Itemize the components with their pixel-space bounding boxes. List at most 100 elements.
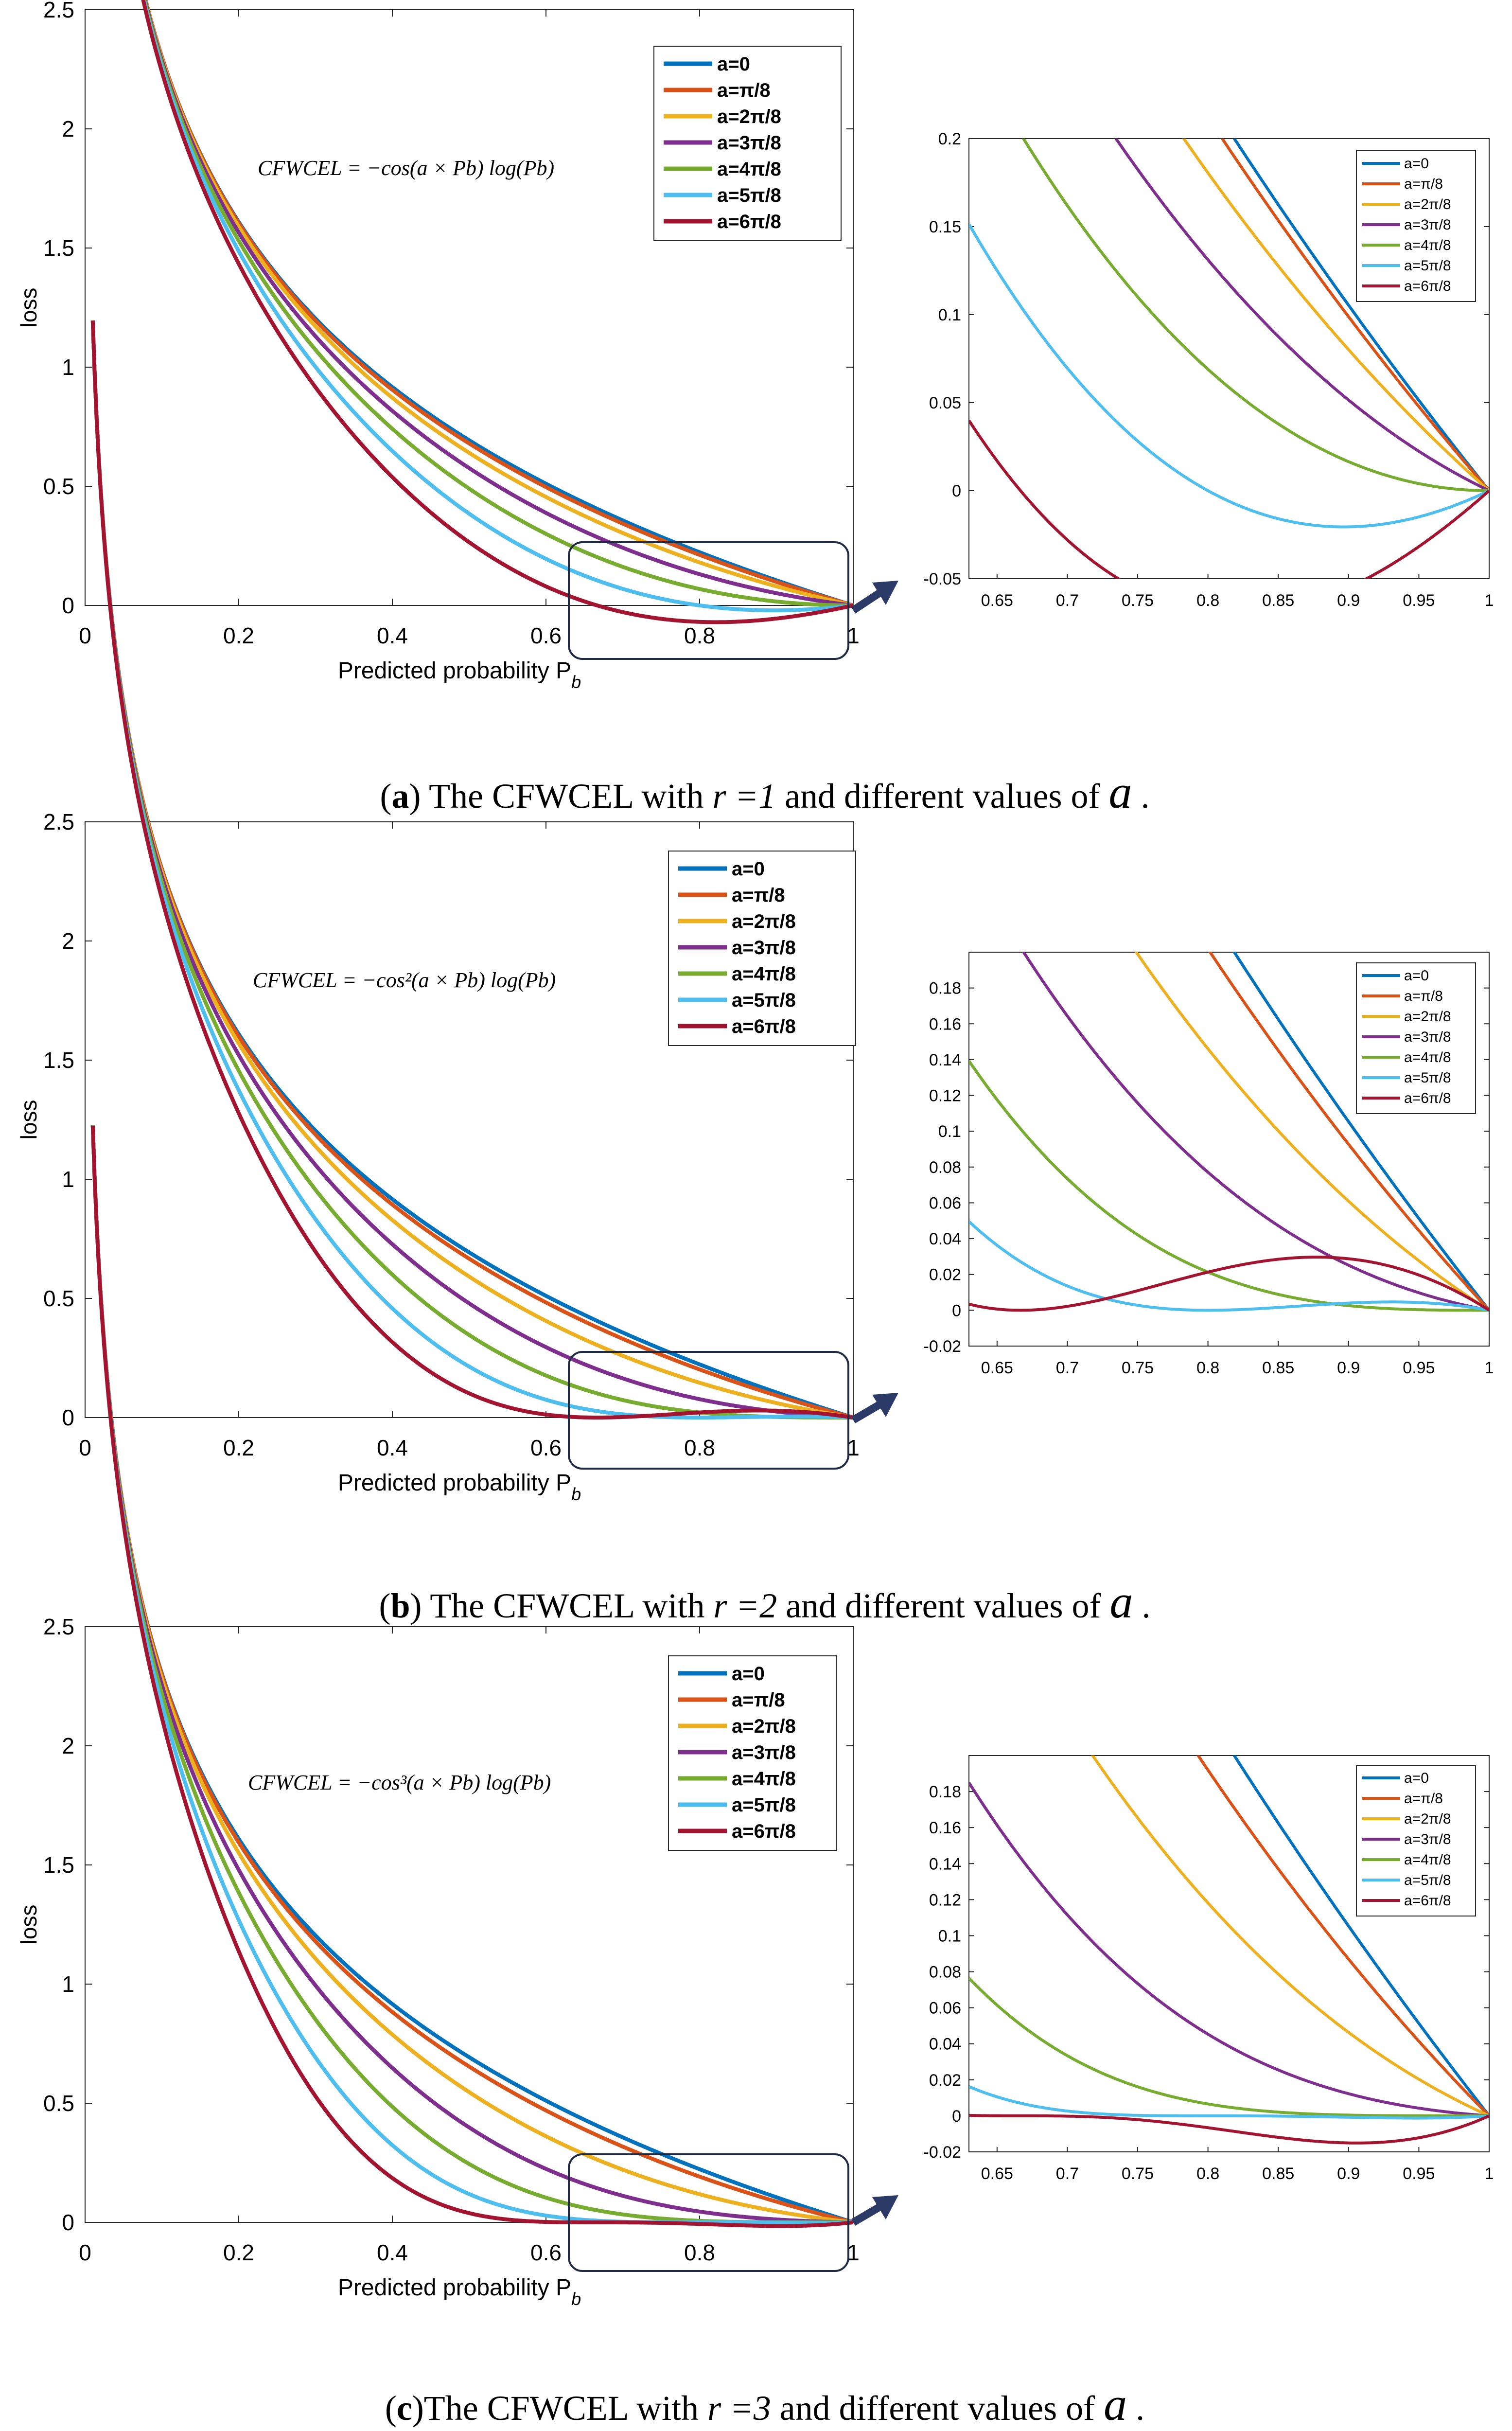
zoom-series-line xyxy=(969,1782,1489,2117)
main-ytick-label: 1 xyxy=(62,1971,74,1997)
zoom-legend-label: a=π/8 xyxy=(1404,1791,1443,1807)
main-xtick-label: 0 xyxy=(79,2240,91,2265)
main-legend-label: a=3π/8 xyxy=(717,132,781,154)
zoom-ytick-label: 0.06 xyxy=(929,1999,961,2018)
zoom-legend-label: a=6π/8 xyxy=(1404,278,1451,294)
main-ytick-label: 1.5 xyxy=(43,1852,74,1878)
main-ytick-label: 1.5 xyxy=(43,235,74,261)
zoom-series-line xyxy=(1220,139,1489,492)
zoom-legend-label: a=0 xyxy=(1404,968,1429,984)
zoom-ytick-label: 0.06 xyxy=(929,1194,961,1212)
zoom-ytick-label: 0.1 xyxy=(938,1122,961,1141)
zoom-ytick-label: 0.02 xyxy=(929,1266,961,1284)
main-series-line xyxy=(143,0,854,607)
zoom-series-line xyxy=(969,420,1489,579)
zoom-xtick-label: 0.85 xyxy=(1262,1359,1294,1377)
main-xlabel: Predicted probability Pb xyxy=(338,1470,581,1504)
zoom-ytick-label: -0.02 xyxy=(924,2143,962,2162)
zoom-region-box xyxy=(568,2153,849,2272)
zoom-xtick-label: 0.9 xyxy=(1337,591,1360,610)
zoom-xtick-label: 0.85 xyxy=(1262,2165,1294,2183)
zoom-legend-label: a=2π/8 xyxy=(1404,1009,1451,1025)
zoom-xtick-label: 1 xyxy=(1485,2165,1494,2183)
main-xlabel: Predicted probability Pb xyxy=(338,2275,581,2309)
zoom-xtick-label: 0.8 xyxy=(1196,591,1219,610)
zoom-legend-label: a=5π/8 xyxy=(1404,1872,1451,1888)
main-ylabel: loss xyxy=(16,288,41,328)
zoom-series-line xyxy=(969,223,1489,529)
zoom-series-line xyxy=(1021,952,1489,1312)
zoom-region-box xyxy=(568,541,849,660)
main-xtick-label: 0.6 xyxy=(530,2240,562,2265)
main-ylabel: loss xyxy=(16,1100,41,1140)
main-ytick-label: 0 xyxy=(62,1405,74,1430)
main-series-line xyxy=(90,1125,854,2224)
zoom-ytick-label: 0.15 xyxy=(929,218,961,236)
main-series-line xyxy=(90,320,854,1420)
main-xlabel-sub: b xyxy=(571,2289,581,2309)
main-series-line xyxy=(90,1125,854,2224)
zoom-legend-label: a=0 xyxy=(1404,156,1429,172)
zoom-legend-label: a=π/8 xyxy=(1404,988,1443,1004)
zoom-xtick-label: 0.9 xyxy=(1337,1359,1360,1377)
zoom-xtick-label: 0.95 xyxy=(1403,1359,1435,1377)
main-legend-label: a=2π/8 xyxy=(732,911,796,932)
zoom-series-line xyxy=(1021,139,1489,492)
zoom-xtick-label: 0.85 xyxy=(1262,591,1294,610)
main-ytick-label: 0 xyxy=(62,593,74,618)
main-series-line xyxy=(90,320,854,1420)
main-xtick-label: 0.2 xyxy=(223,1435,254,1460)
main-ytick-label: 1 xyxy=(62,1167,74,1192)
zoom-ytick-label: 0.12 xyxy=(929,1891,961,1909)
zoom-xtick-label: 0.7 xyxy=(1056,1359,1079,1377)
zoom-ytick-label: 0.12 xyxy=(929,1087,961,1105)
zoom-xtick-label: 0.75 xyxy=(1122,2165,1154,2183)
main-legend-label: a=3π/8 xyxy=(732,937,796,958)
zoom-ytick-label: -0.05 xyxy=(924,570,962,588)
zoom-legend-label: a=3π/8 xyxy=(1404,1029,1451,1045)
main-legend-label: a=π/8 xyxy=(717,80,771,101)
main-xtick-label: 0 xyxy=(79,1435,91,1460)
main-legend-label: a=6π/8 xyxy=(732,1821,796,1842)
zoom-ytick-label: 0.16 xyxy=(929,1015,961,1033)
zoom-arrow-head xyxy=(872,1393,898,1417)
main-series-line xyxy=(141,0,854,624)
zoom-series-line xyxy=(969,1977,1489,2117)
main-legend-label: a=2π/8 xyxy=(717,106,781,127)
zoom-series-line xyxy=(1232,1756,1489,2117)
zoom-ytick-label: 0.14 xyxy=(929,1051,961,1069)
zoom-legend-label: a=5π/8 xyxy=(1404,258,1451,274)
main-legend-label: a=3π/8 xyxy=(732,1742,796,1763)
zoom-xtick-label: 0.7 xyxy=(1056,591,1079,610)
main-legend-label: a=6π/8 xyxy=(732,1016,796,1037)
zoom-xtick-label: 0.75 xyxy=(1122,1359,1154,1377)
zoom-ytick-label: 0.08 xyxy=(929,1963,961,1982)
main-xtick-label: 0.4 xyxy=(377,1435,408,1460)
main-series-line xyxy=(143,0,854,607)
zoom-legend-label: a=4π/8 xyxy=(1404,1852,1451,1868)
main-legend-label: a=0 xyxy=(732,858,765,880)
main-ytick-label: 1.5 xyxy=(43,1047,74,1073)
main-xtick-label: 0.2 xyxy=(223,2240,254,2265)
main-ylabel: loss xyxy=(16,1905,41,1945)
zoom-ytick-label: 0.02 xyxy=(929,2071,961,2090)
zoom-series-line xyxy=(1232,139,1489,492)
zoom-series-line xyxy=(1208,952,1489,1312)
main-ytick-label: 1 xyxy=(62,355,74,380)
zoom-ytick-label: 0.04 xyxy=(929,1230,961,1248)
formula-annotation: CFWCEL = −cos²(a × Pb) log(Pb) xyxy=(253,968,556,992)
main-legend-label: a=4π/8 xyxy=(732,963,796,985)
main-series-line xyxy=(90,1126,854,2228)
main-ytick-label: 2 xyxy=(62,928,74,954)
zoom-xtick-label: 0.9 xyxy=(1337,2165,1360,2183)
zoom-xtick-label: 1 xyxy=(1485,591,1494,610)
zoom-series-line xyxy=(969,2085,1489,2120)
zoom-series-line xyxy=(1090,1756,1489,2117)
zoom-xtick-label: 0.95 xyxy=(1403,2165,1435,2183)
main-ytick-label: 2 xyxy=(62,116,74,142)
main-xlabel: Predicted probability Pb xyxy=(338,658,581,692)
main-series-line xyxy=(90,320,854,1420)
main-xtick-label: 0.8 xyxy=(684,623,715,648)
main-series-line xyxy=(142,0,854,607)
main-series-line xyxy=(90,1125,854,2225)
